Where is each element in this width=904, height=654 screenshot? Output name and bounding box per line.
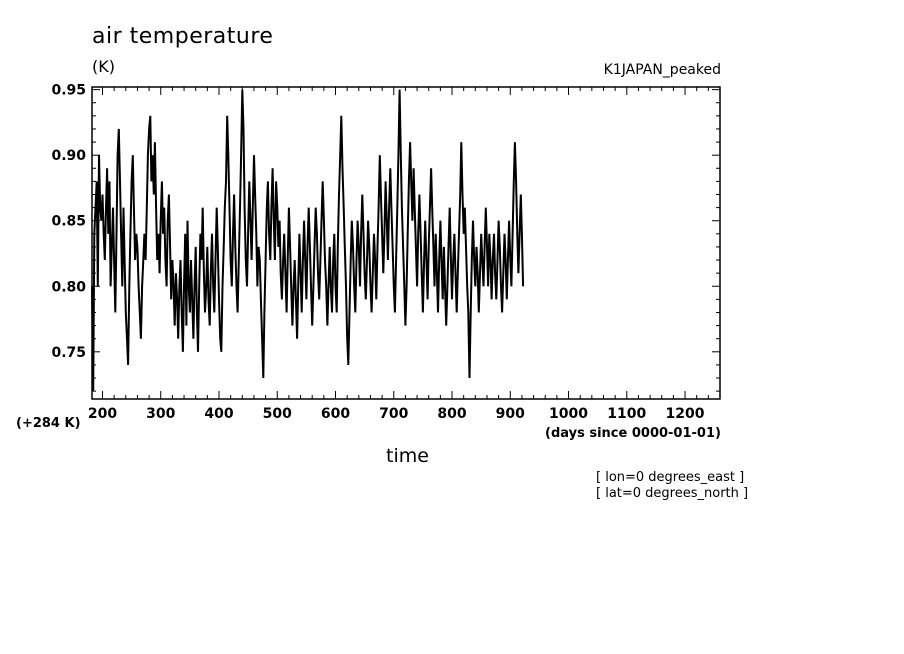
x-axis-units: (days since 0000-01-01)	[545, 426, 721, 441]
chart-units: (K)	[92, 57, 115, 76]
x-tick-label: 600	[321, 406, 350, 422]
x-tick-label: 1100	[607, 406, 646, 422]
x-tick-label: 1000	[549, 406, 588, 422]
x-axis-label: time	[386, 445, 429, 467]
chart-title: air temperature	[92, 24, 274, 49]
lon-annotation: [ lon=0 degrees_east ]	[596, 470, 745, 485]
x-tick-label: 200	[88, 406, 117, 422]
y-tick-label: 0.85	[51, 214, 86, 230]
y-offset-note: (+284 K)	[16, 416, 81, 431]
plot-area: 200 300 400 500 600 700 800 900 1000 1100 1200 0.75…	[51, 83, 721, 422]
dataset-name: K1JAPAN_peaked	[603, 62, 721, 78]
x-tick-label: 500	[263, 406, 292, 422]
plot-frame	[91, 86, 721, 400]
x-tick-label: 700	[379, 406, 408, 422]
y-tick-label: 0.75	[51, 345, 86, 361]
y-tick-label: 0.80	[51, 279, 86, 295]
lat-annotation: [ lat=0 degrees_north ]	[596, 486, 749, 501]
y-tick-label: 0.90	[51, 148, 86, 164]
y-tick-label: 0.95	[51, 83, 86, 99]
x-tick-label: 1200	[666, 406, 705, 422]
x-tick-label: 300	[146, 406, 175, 422]
x-tick-label: 900	[496, 406, 525, 422]
air-temperature-series-line	[91, 89, 525, 392]
x-tick-label: 800	[437, 406, 466, 422]
x-tick-label: 400	[204, 406, 233, 422]
